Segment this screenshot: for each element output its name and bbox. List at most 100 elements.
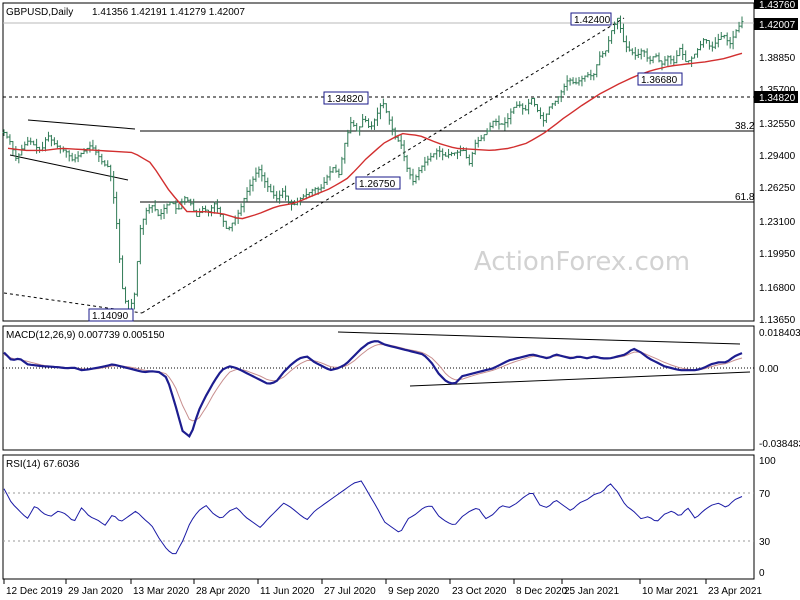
fib-38-label: 38.2 <box>735 121 755 132</box>
callout-136680: 1.36680 <box>637 72 683 86</box>
ohlc-bar <box>100 153 104 165</box>
ohlc-bar <box>141 218 145 235</box>
ohlc-bar <box>453 152 457 156</box>
y-tick-label: 1.16800 <box>759 283 796 294</box>
ohlc-bar <box>180 198 184 210</box>
ohlc-bar <box>616 17 620 30</box>
ohlc-bar <box>618 15 622 33</box>
ohlc-bar <box>399 135 403 149</box>
ohlc-bar <box>687 60 691 63</box>
ohlc-bar <box>381 98 385 109</box>
ohlc-bar <box>209 204 213 217</box>
channel-lower-line <box>9 154 129 181</box>
ohlc-bar <box>79 152 83 158</box>
macd-lower-trendline <box>409 371 751 387</box>
x-tick-label: 9 Sep 2020 <box>388 586 440 597</box>
x-tick-label: 8 Dec 2020 <box>516 586 568 597</box>
ohlc-bar <box>269 183 273 193</box>
y-tick-label: 1.13650 <box>759 315 796 326</box>
macd-y-tick: 0.00 <box>759 364 779 375</box>
macd-upper-trendline <box>337 331 741 345</box>
callout-126750: 1.26750 <box>355 176 401 190</box>
ohlc-bar <box>633 47 637 60</box>
ohlc-bar <box>621 23 625 43</box>
y-tick-label: 1.19950 <box>759 249 796 260</box>
rsi-y-tick: 70 <box>759 489 771 500</box>
price-panel-frame <box>2 2 755 322</box>
ohlc-bar <box>177 203 181 210</box>
x-tick-label: 13 Mar 2020 <box>133 586 190 597</box>
ohlc-bar <box>124 286 128 304</box>
ohlc-bar <box>538 107 542 119</box>
ohlc-bar <box>707 40 711 50</box>
ohlc-bar <box>693 53 697 59</box>
ohlc-bar <box>384 103 388 114</box>
ohlc-bar <box>2 129 6 137</box>
macd-main-line <box>3 340 743 438</box>
macd-panel-frame <box>2 325 755 451</box>
ohlc-bar <box>49 134 53 147</box>
ohlc-bar <box>595 64 599 78</box>
x-tick-label: 11 Jun 2020 <box>260 586 315 597</box>
ohlc-bar <box>509 108 513 125</box>
ohlc-bar <box>364 115 368 123</box>
ohlc-bar <box>260 164 264 182</box>
ohlc-bar <box>242 197 246 213</box>
ohlc-bar <box>562 83 566 96</box>
ohlc-bar <box>725 32 729 46</box>
macd-y-tick: -0.038483 <box>759 439 800 450</box>
ohlc-bar <box>67 150 71 162</box>
ohlc-bar <box>189 198 193 206</box>
ohlc-bar <box>719 31 723 40</box>
ohlc-bar <box>147 204 151 214</box>
level-price-marker <box>754 91 798 103</box>
ohlc-bar <box>441 148 445 161</box>
ohlc-bar <box>559 89 563 103</box>
ohlc-bar <box>541 112 545 127</box>
ohlc-bar <box>218 206 222 217</box>
ohlc-bar <box>346 129 350 147</box>
time-axis: 12 Dec 2019 29 Jan 2020 13 Mar 2020 28 Apr … <box>3 579 762 597</box>
ohlc-bar <box>524 104 528 111</box>
ohlc-bar <box>479 134 483 142</box>
ohlc-bar <box>586 72 590 78</box>
ohlc-bar <box>642 49 646 57</box>
ohlc-bar <box>43 137 47 152</box>
ohlc-bar <box>121 255 125 290</box>
ohlc-bar <box>414 174 418 184</box>
ohlc-bar <box>444 151 448 157</box>
ohlc-bar <box>722 34 726 39</box>
ohlc-bar <box>192 198 196 212</box>
ohlc-bar <box>215 199 219 213</box>
ohlc-bar <box>361 113 365 128</box>
ohlc-bar <box>547 106 551 116</box>
ohlc-bar <box>375 107 379 126</box>
ohlc-bar <box>701 38 705 48</box>
ohlc-bar <box>473 139 477 155</box>
rsi-y-tick: 30 <box>759 537 771 548</box>
ohlc-bar <box>411 168 415 186</box>
ohlc-bar <box>319 184 323 192</box>
ohlc-bar <box>52 137 56 146</box>
callout-box <box>637 72 683 86</box>
ohlc-bar <box>46 131 50 142</box>
ohlc-bar <box>313 187 317 195</box>
top-price-marker <box>754 0 798 9</box>
ohlc-bar <box>669 55 673 65</box>
ohlc-bar <box>150 205 154 213</box>
ohlc-bar <box>660 60 664 71</box>
ohlc-bar <box>506 113 510 128</box>
ohlc-bar <box>337 168 341 178</box>
ohlc-bar <box>73 154 77 163</box>
ohlc-bar <box>515 101 519 108</box>
ohlc-bar <box>636 48 640 58</box>
ohlc-bar <box>580 75 584 87</box>
ohlc-bar <box>604 50 608 57</box>
macd-label: MACD(12,26,9) 0.007739 0.005150 <box>6 330 165 341</box>
ohlc-bar <box>571 77 575 85</box>
ohlc-bar <box>568 77 572 86</box>
ohlc-bar <box>476 136 480 148</box>
ohlc-bar <box>500 123 504 125</box>
x-tick-label: 27 Jul 2020 <box>324 586 376 597</box>
ohlc-bar <box>645 48 649 62</box>
